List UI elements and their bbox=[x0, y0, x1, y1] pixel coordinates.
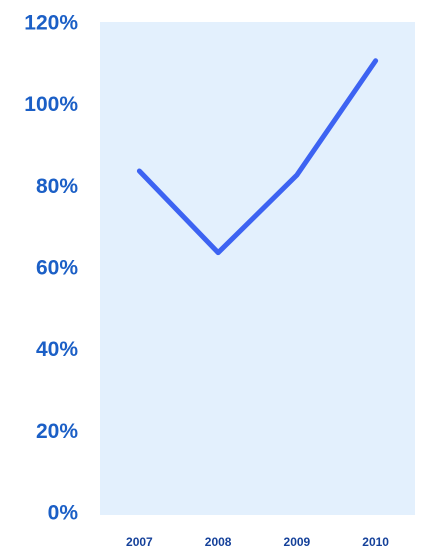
x-tick-label: 2008 bbox=[205, 535, 232, 549]
y-tick-label: 60% bbox=[36, 257, 78, 280]
line bbox=[136, 58, 379, 256]
y-tick-label: 20% bbox=[36, 420, 78, 443]
y-tick-label: 40% bbox=[36, 338, 78, 361]
y-tick-label: 120% bbox=[24, 12, 78, 35]
y-tick-label: 80% bbox=[36, 175, 78, 198]
y-tick-label: 100% bbox=[24, 93, 78, 116]
plot-area bbox=[100, 22, 415, 515]
x-tick-label: 2007 bbox=[126, 535, 153, 549]
x-tick-label: 2010 bbox=[362, 535, 389, 549]
x-tick-label: 2009 bbox=[284, 535, 311, 549]
y-tick-label: 0% bbox=[48, 502, 79, 525]
